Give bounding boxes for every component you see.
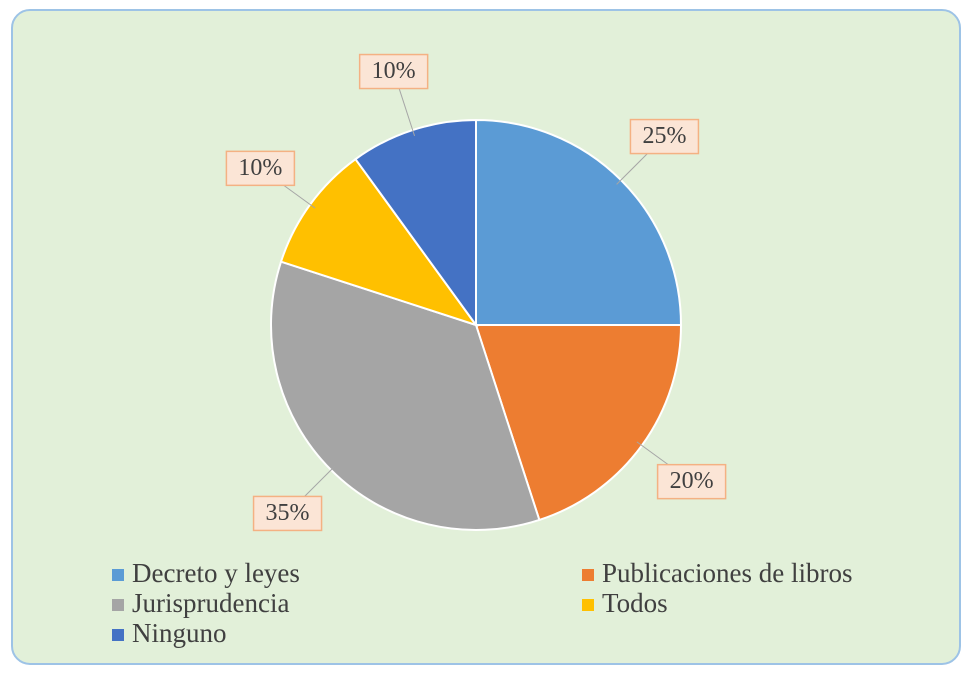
data-label-box xyxy=(225,150,296,187)
legend-marker xyxy=(582,569,594,581)
data-label-box xyxy=(656,463,727,500)
legend-label: Todos xyxy=(602,588,668,618)
legend-label: Publicaciones de libros xyxy=(602,558,852,588)
legend-label: Decreto y leyes xyxy=(132,558,300,588)
data-label: 20% xyxy=(670,468,714,494)
legend-marker xyxy=(582,599,594,611)
data-label-box xyxy=(358,53,429,90)
data-label: 10% xyxy=(372,58,416,84)
data-label: 10% xyxy=(238,155,282,181)
data-label: 35% xyxy=(266,500,310,526)
legend-label: Ninguno xyxy=(132,618,227,648)
legend-marker xyxy=(112,569,124,581)
data-label: 25% xyxy=(642,123,686,149)
data-label-box xyxy=(629,118,700,155)
legend-marker xyxy=(112,629,124,641)
legend-label: Jurisprudencia xyxy=(132,588,289,618)
data-label-box xyxy=(252,495,323,532)
legend-marker xyxy=(112,599,124,611)
